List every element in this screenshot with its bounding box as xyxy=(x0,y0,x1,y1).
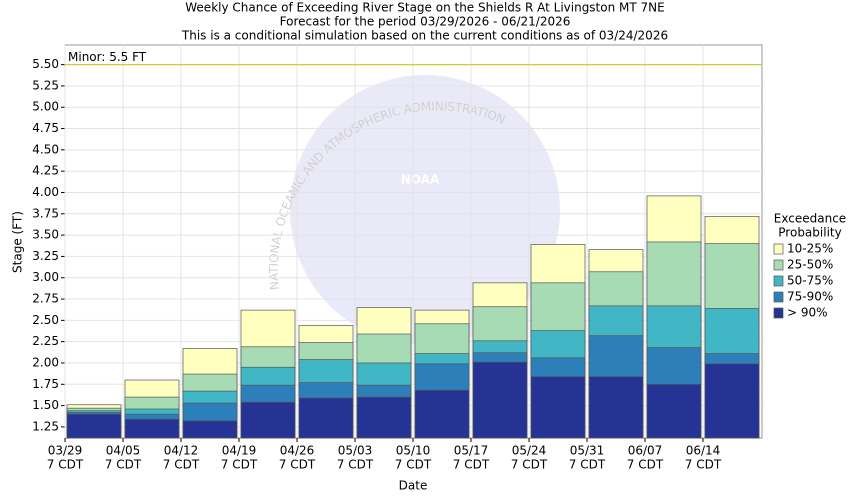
x-tick-label: 05/17 xyxy=(454,444,489,458)
bar-segment xyxy=(530,376,586,439)
x-tick-time: 7 CDT xyxy=(627,458,664,472)
title-line: Weekly Chance of Exceeding River Stage o… xyxy=(185,1,664,15)
x-tick-label: 06/14 xyxy=(686,444,721,458)
x-tick-time: 7 CDT xyxy=(279,458,316,472)
x-tick-time: 7 CDT xyxy=(511,458,548,472)
y-tick-label: 5.25 xyxy=(32,78,59,92)
x-tick-label: 04/19 xyxy=(222,444,257,458)
x-tick-time: 7 CDT xyxy=(163,458,200,472)
bar-segment xyxy=(356,396,412,439)
x-tick-time: 7 CDT xyxy=(569,458,606,472)
legend-title: Probability xyxy=(778,226,841,240)
bar-segment xyxy=(298,397,354,439)
y-tick-label: 5.50 xyxy=(32,57,59,71)
y-tick-label: 2.75 xyxy=(32,292,59,306)
y-tick-label: 4.00 xyxy=(32,185,59,199)
x-tick-label: 05/24 xyxy=(512,444,547,458)
y-tick-label: 1.50 xyxy=(32,398,59,412)
legend-label: > 90% xyxy=(787,306,828,320)
legend-swatch xyxy=(773,291,784,303)
legend-swatch xyxy=(773,275,784,287)
bar-segment xyxy=(66,413,122,439)
legend-title: Exceedance xyxy=(774,212,846,226)
y-tick-label: 3.50 xyxy=(32,228,59,242)
bar-segment xyxy=(414,389,470,439)
y-tick-label: 4.25 xyxy=(32,164,59,178)
y-tick-label: 1.75 xyxy=(32,377,59,391)
title-line: Forecast for the period 03/29/2026 - 06/… xyxy=(280,15,571,29)
x-tick-label: 05/31 xyxy=(570,444,605,458)
legend-label: 75-90% xyxy=(787,290,833,304)
bar-segment xyxy=(182,420,238,439)
title-line: This is a conditional simulation based o… xyxy=(181,29,668,43)
x-tick-time: 7 CDT xyxy=(47,458,84,472)
watermark-logo: NOAA xyxy=(401,173,440,187)
bar-segment xyxy=(124,418,180,439)
bar-segment xyxy=(646,383,702,439)
x-tick-time: 7 CDT xyxy=(221,458,258,472)
y-tick-label: 4.50 xyxy=(32,142,59,156)
y-tick-label: 2.50 xyxy=(32,313,59,327)
bar-segment xyxy=(472,361,528,439)
legend-swatch xyxy=(773,307,784,319)
x-tick-label: 04/05 xyxy=(106,444,141,458)
y-tick-label: 5.00 xyxy=(32,100,59,114)
y-tick-label: 4.75 xyxy=(32,121,59,135)
bar-segment xyxy=(588,376,644,439)
y-tick-label: 1.25 xyxy=(32,419,59,433)
x-axis-label: Date xyxy=(399,479,428,493)
x-tick-label: 03/29 xyxy=(48,444,83,458)
y-tick-label: 3.75 xyxy=(32,206,59,220)
legend-swatch xyxy=(773,259,784,271)
x-tick-label: 04/12 xyxy=(164,444,199,458)
x-tick-label: 05/03 xyxy=(338,444,373,458)
y-tick-label: 3.00 xyxy=(32,270,59,284)
x-tick-label: 05/10 xyxy=(396,444,431,458)
bar-segment xyxy=(704,363,760,439)
y-tick-label: 3.25 xyxy=(32,249,59,263)
threshold-label: Minor: 5.5 FT xyxy=(68,50,147,64)
x-tick-label: 04/26 xyxy=(280,444,315,458)
y-tick-label: 2.25 xyxy=(32,334,59,348)
x-tick-time: 7 CDT xyxy=(395,458,432,472)
legend-label: 50-75% xyxy=(787,274,833,288)
y-axis-label: Stage (FT) xyxy=(11,211,25,273)
x-tick-time: 7 CDT xyxy=(453,458,490,472)
x-tick-time: 7 CDT xyxy=(105,458,142,472)
x-tick-time: 7 CDT xyxy=(337,458,374,472)
legend-swatch xyxy=(773,243,784,255)
bar-segment xyxy=(240,401,296,439)
x-tick-label: 06/07 xyxy=(628,444,663,458)
legend-label: 25-50% xyxy=(787,258,833,272)
x-tick-time: 7 CDT xyxy=(685,458,722,472)
legend-label: 10-25% xyxy=(787,242,833,256)
y-tick-label: 2.00 xyxy=(32,355,59,369)
